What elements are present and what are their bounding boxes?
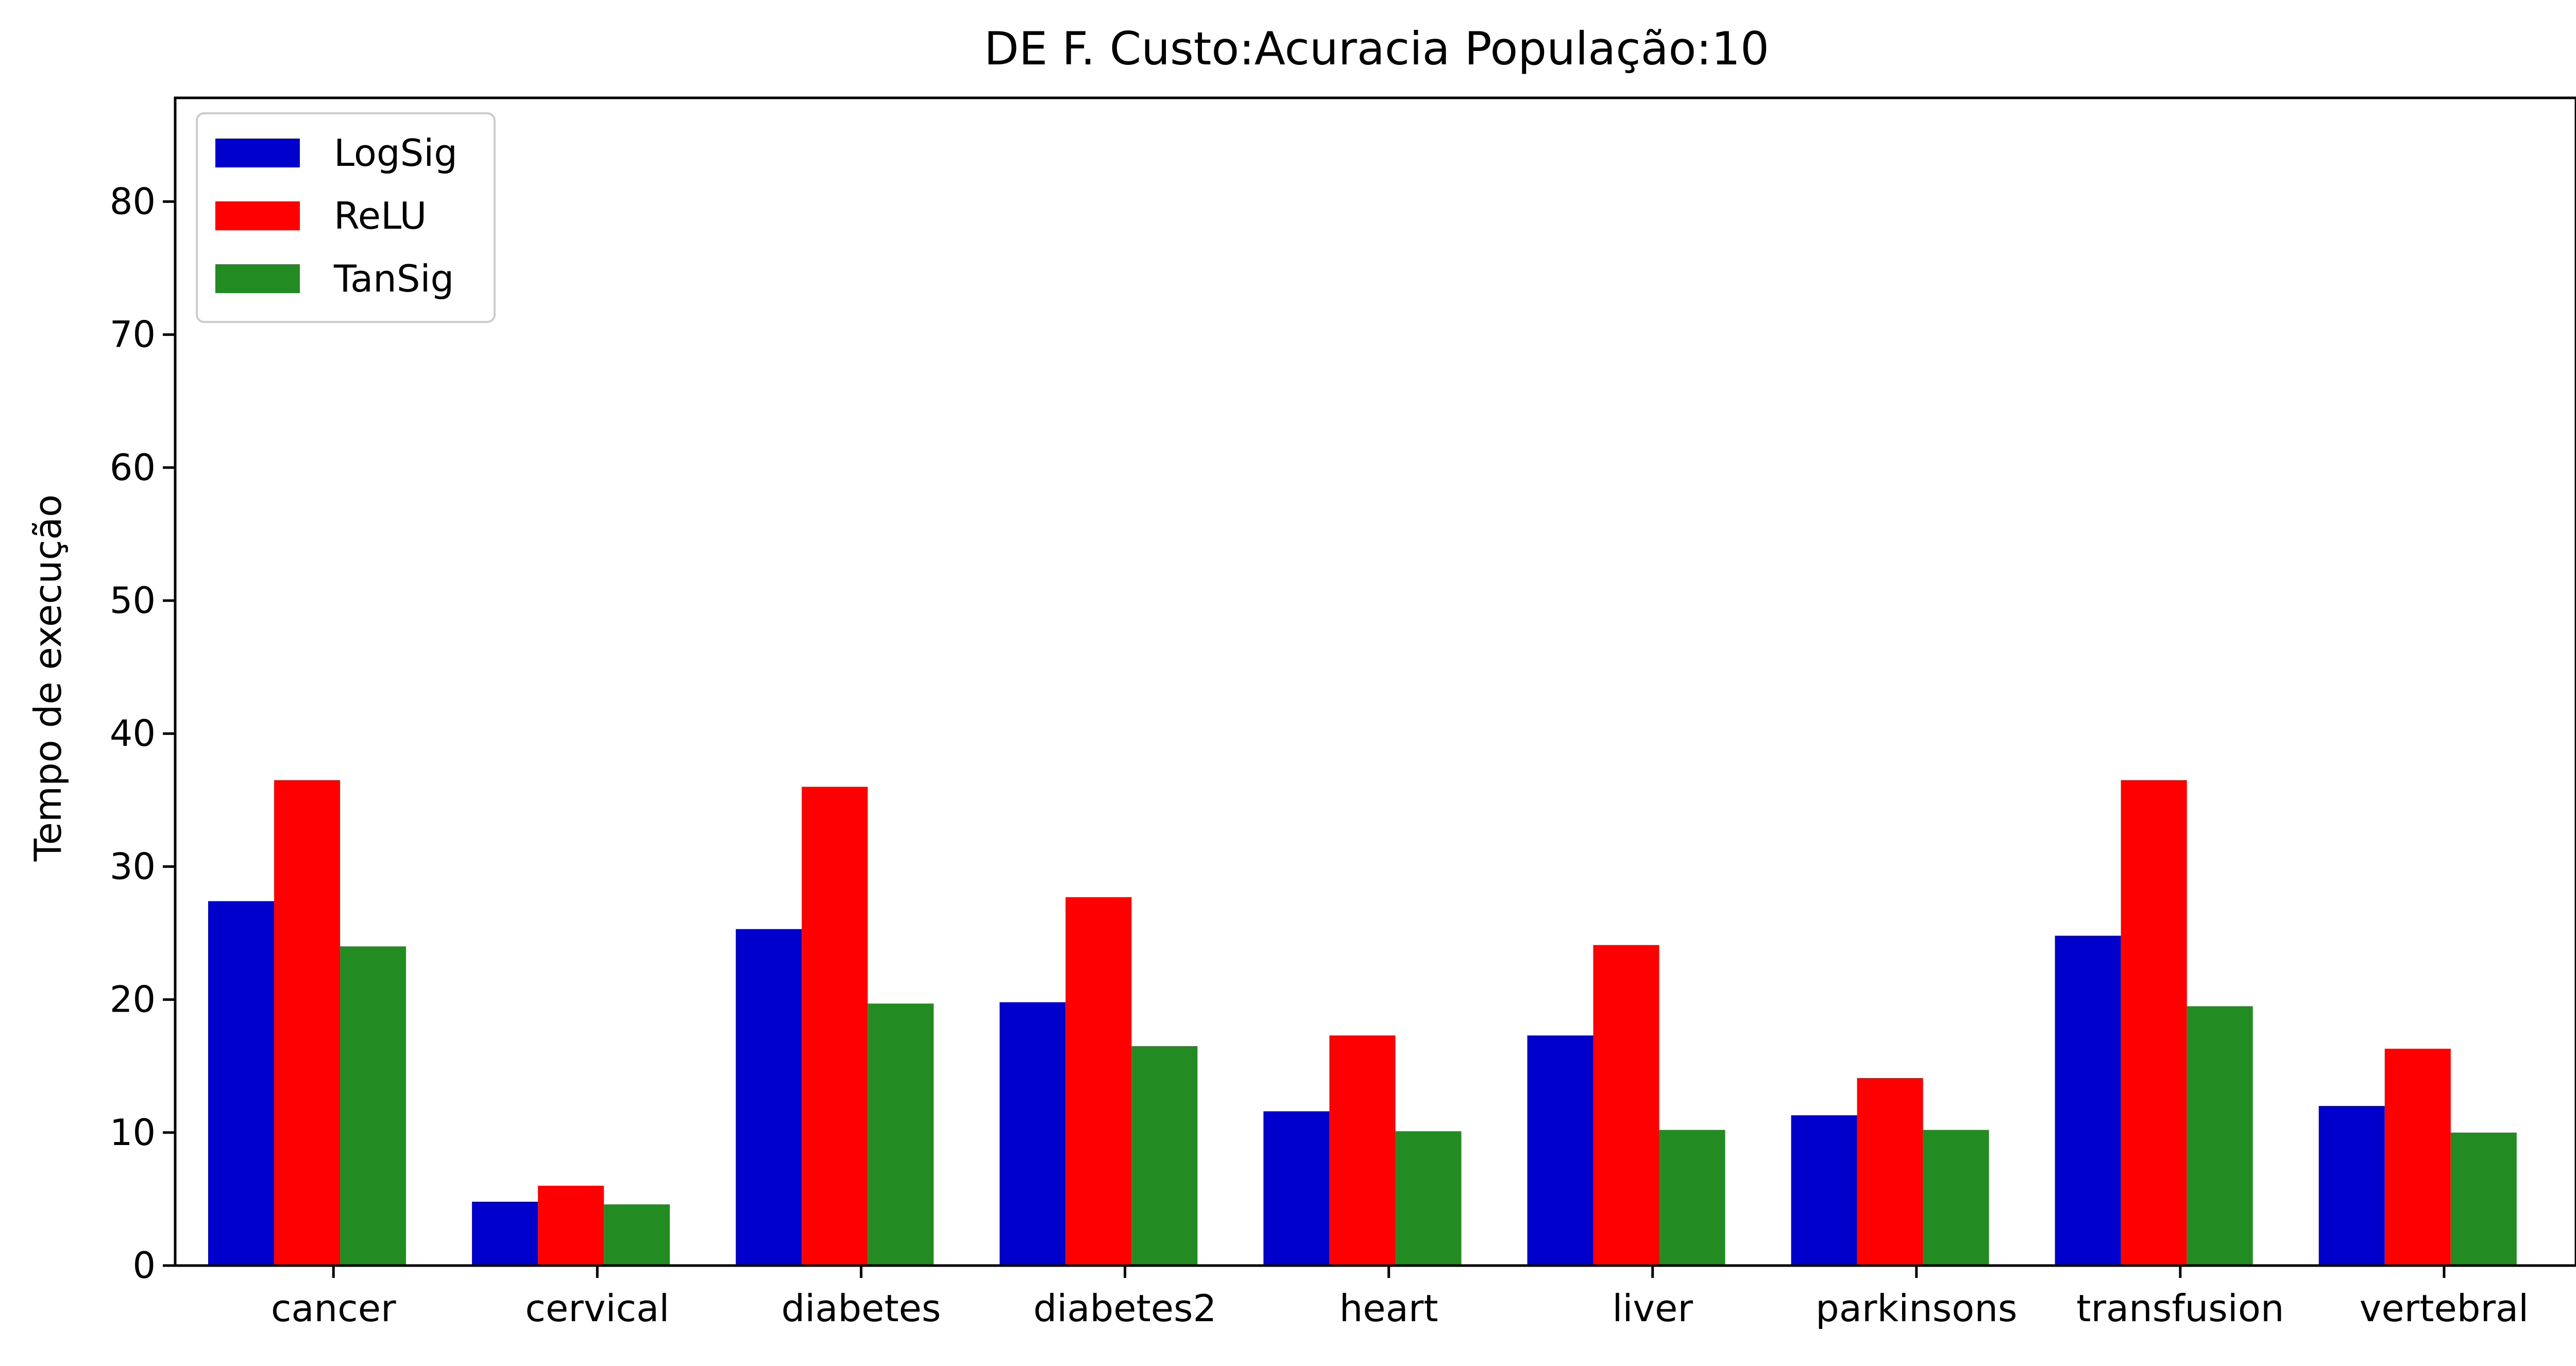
bar-relu-cancer (274, 780, 341, 1266)
bars-layer (208, 780, 2517, 1266)
bar-logsig-liver (1527, 1035, 1594, 1266)
bar-tansig-liver (1659, 1130, 1725, 1266)
y-tick-label: 50 (110, 579, 156, 622)
x-tick-label: cervical (525, 1287, 669, 1330)
y-tick-label: 70 (110, 314, 156, 356)
x-tick-label: vertebral (2360, 1287, 2529, 1330)
legend-label-relu: ReLU (334, 194, 427, 237)
legend-swatch-tansig (215, 264, 300, 293)
bar-relu-heart (1329, 1035, 1396, 1266)
bar-relu-cervical (538, 1186, 604, 1266)
bar-relu-liver (1593, 945, 1659, 1266)
y-tick-label: 0 (132, 1244, 156, 1287)
bar-tansig-cervical (604, 1204, 670, 1266)
legend: LogSig ReLU TanSig (196, 112, 496, 323)
y-tick-label: 30 (110, 845, 156, 887)
legend-swatch-logsig (215, 139, 300, 167)
bar-logsig-parkinsons (1791, 1115, 1857, 1266)
bar-tansig-cancer (340, 946, 406, 1266)
y-tick-label: 10 (110, 1112, 156, 1154)
bar-relu-diabetes2 (1065, 897, 1132, 1266)
x-tick-label: heart (1340, 1287, 1438, 1330)
x-axis-ticks: cancer cervical diabetes diabetes2 heart live… (271, 1266, 2529, 1330)
legend-label-tansig: TanSig (333, 257, 454, 300)
bar-logsig-heart (1263, 1111, 1330, 1266)
bar-logsig-cervical (472, 1202, 538, 1266)
bar-logsig-vertebral (2318, 1106, 2385, 1266)
bar-tansig-diabetes (868, 1003, 934, 1266)
bar-logsig-transfusion (2055, 935, 2121, 1266)
x-tick-label: cancer (271, 1287, 396, 1330)
bar-relu-transfusion (2121, 780, 2187, 1266)
bar-relu-parkinsons (1857, 1078, 1923, 1266)
bar-tansig-heart (1395, 1131, 1462, 1266)
x-tick-label: diabetes2 (1033, 1287, 1217, 1330)
bar-tansig-parkinsons (1923, 1130, 1989, 1266)
bar-logsig-diabetes2 (999, 1002, 1066, 1266)
x-tick-label: liver (1612, 1287, 1693, 1330)
y-tick-label: 60 (110, 447, 156, 489)
legend-label-logsig: LogSig (334, 131, 457, 175)
bar-logsig-cancer (208, 901, 275, 1266)
y-tick-label: 80 (110, 180, 156, 223)
bar-relu-diabetes (802, 787, 868, 1266)
y-tick-label: 20 (110, 979, 156, 1021)
x-tick-label: diabetes (781, 1287, 941, 1330)
plot-area-frame (174, 96, 2576, 1267)
bar-logsig-diabetes (736, 929, 802, 1266)
legend-swatch-relu (215, 201, 300, 230)
bar-relu-vertebral (2384, 1049, 2451, 1266)
chart-title: DE F. Custo:Acuracia População:10 (984, 22, 1769, 75)
legend-items: LogSig ReLU TanSig (215, 131, 457, 300)
bar-tansig-vertebral (2450, 1132, 2517, 1266)
bar-tansig-transfusion (2187, 1006, 2253, 1266)
y-axis-ticks: 0 10 20 30 40 50 60 70 80 (110, 180, 175, 1287)
bar-tansig-diabetes2 (1131, 1046, 1198, 1266)
y-axis-label: Tempo de execução (26, 494, 70, 862)
x-tick-label: parkinsons (1816, 1287, 2017, 1330)
x-tick-label: transfusion (2076, 1287, 2284, 1330)
y-tick-label: 40 (110, 712, 156, 755)
